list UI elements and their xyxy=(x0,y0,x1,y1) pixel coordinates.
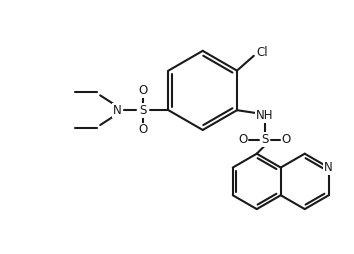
Text: O: O xyxy=(138,123,147,136)
Text: NH: NH xyxy=(256,109,273,122)
Text: S: S xyxy=(261,133,268,146)
Text: O: O xyxy=(138,84,147,97)
Text: O: O xyxy=(282,133,291,146)
Text: Cl: Cl xyxy=(257,46,268,59)
Text: N: N xyxy=(113,104,121,117)
Text: N: N xyxy=(324,161,333,174)
Text: S: S xyxy=(139,104,147,117)
Text: O: O xyxy=(238,133,247,146)
